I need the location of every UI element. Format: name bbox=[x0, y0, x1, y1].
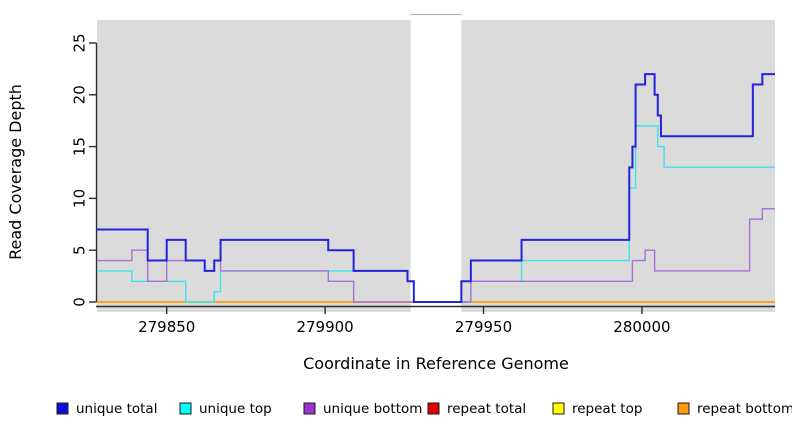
y-axis-label: Read Coverage Depth bbox=[6, 84, 25, 260]
x-axis-label: Coordinate in Reference Genome bbox=[303, 354, 569, 373]
y-tick-label: 0 bbox=[71, 297, 89, 307]
legend-item-repeat-bottom: repeat bottom bbox=[677, 401, 792, 417]
legend-swatch bbox=[179, 402, 192, 415]
y-tick-label: 25 bbox=[71, 33, 89, 52]
legend-label: repeat bottom bbox=[697, 401, 792, 417]
legend-item-unique-top: unique top bbox=[179, 401, 272, 417]
masked-gap-region bbox=[410, 14, 462, 312]
legend-item-repeat-top: repeat top bbox=[552, 401, 642, 417]
legend-label: unique bottom bbox=[323, 401, 422, 417]
series-line-unique-bottom bbox=[97, 208, 775, 303]
legend-label: repeat top bbox=[572, 401, 642, 417]
y-tick-label: 5 bbox=[71, 245, 89, 255]
x-tick-label: 279900 bbox=[296, 318, 353, 336]
y-tick-label: 20 bbox=[71, 85, 89, 104]
legend-swatch bbox=[303, 402, 316, 415]
legend-item-unique-bottom: unique bottom bbox=[303, 401, 422, 417]
legend-label: repeat total bbox=[447, 401, 526, 417]
legend-label: unique total bbox=[76, 401, 157, 417]
plot-background-layer bbox=[97, 14, 775, 312]
y-tick-label: 10 bbox=[71, 189, 89, 208]
legend-swatch bbox=[427, 402, 440, 415]
legend-swatch bbox=[677, 402, 690, 415]
axes-layer: 0 5 10 15 20 25 279850 279900 279950 280000 bbox=[71, 33, 775, 336]
legend-swatch bbox=[552, 402, 565, 415]
y-tick-label: 15 bbox=[71, 137, 89, 156]
legend: unique total unique top unique bottom repea… bbox=[56, 401, 792, 417]
x-tick-label: 279850 bbox=[138, 318, 195, 336]
x-tick-label: 279950 bbox=[455, 318, 512, 336]
legend-swatch bbox=[56, 402, 69, 415]
legend-item-unique-total: unique total bbox=[56, 401, 157, 417]
legend-item-repeat-total: repeat total bbox=[427, 401, 526, 417]
x-tick-label: 280000 bbox=[613, 318, 670, 336]
series-lines-layer bbox=[97, 73, 775, 303]
legend-label: unique top bbox=[199, 401, 272, 417]
series-line-unique-total bbox=[97, 73, 775, 303]
